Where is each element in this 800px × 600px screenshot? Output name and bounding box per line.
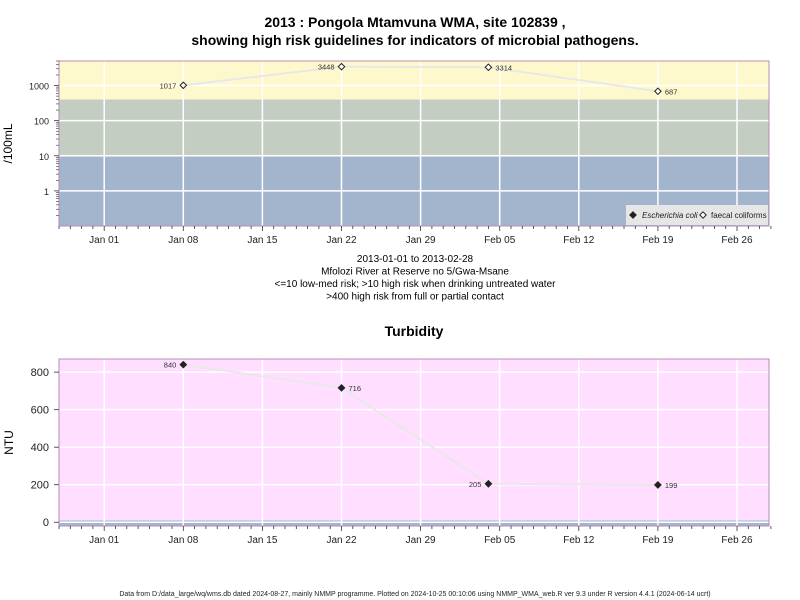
legend-label-ecoli: Escherichia coli	[642, 211, 698, 220]
y-tick-label: 10	[39, 152, 49, 162]
turbidity-panel: Turbidity Jan 01 Jan 08 Jan 15 Jan 22 Jan 29 F…	[2, 323, 772, 546]
x-tick-label: Jan 15	[247, 535, 277, 546]
x-tick-label: Jan 22	[326, 235, 356, 246]
y-tick-label: 100	[34, 117, 49, 127]
data-point	[337, 62, 346, 71]
data-label: 716	[349, 384, 362, 393]
legend: Escherichia coli faecal coliforms	[626, 205, 768, 225]
y-axis-label: NTU	[2, 430, 16, 455]
panel-caption-line: Mfolozi River at Reserve no 5/Gwa-Msane	[321, 267, 509, 278]
x-tick-label: Jan 01	[89, 535, 119, 546]
x-tick-label: Jan 15	[247, 235, 277, 246]
chart-title-line2: showing high risk guidelines for indicat…	[191, 32, 638, 48]
y-tick-label: 200	[31, 480, 49, 492]
x-tick-label: Feb 05	[484, 235, 516, 246]
x-tick-label: Feb 12	[563, 535, 595, 546]
y-tick-label: 0	[43, 517, 49, 529]
x-tick-label: Feb 26	[721, 535, 753, 546]
panel-caption-line: 2013-01-01 to 2013-02-28	[357, 254, 474, 265]
x-tick-label: Feb 19	[642, 235, 674, 246]
legend-marker-faecal	[699, 211, 707, 219]
legend-label-faecal: faecal coliforms	[711, 211, 767, 220]
plot-frame	[58, 358, 770, 527]
x-tick-label: Jan 01	[89, 235, 119, 246]
background-band-pink	[59, 359, 769, 521]
x-tick-label: Jan 08	[168, 235, 198, 246]
data-label: 1017	[160, 81, 177, 90]
x-tick-label: Feb 19	[642, 535, 674, 546]
y-tick-label: 1000	[29, 82, 49, 92]
data-label: 3448	[318, 63, 335, 72]
data-label: 687	[665, 87, 678, 96]
x-tick-label: Feb 26	[721, 235, 753, 246]
plot-frame	[58, 60, 770, 227]
x-tick-label: Jan 29	[406, 535, 436, 546]
microbial-panel: Jan 01 Jan 08 Jan 15 Jan 22 Jan 29 Feb 05 Feb …	[1, 60, 772, 303]
data-label: 205	[469, 480, 482, 489]
chart-title-line1: 2013 : Pongola Mtamvuna WMA, site 102839…	[264, 14, 565, 30]
data-point	[653, 87, 662, 96]
x-tick-label: Feb 05	[484, 535, 516, 546]
y-tick-label: 1	[44, 187, 49, 197]
data-label: 3314	[495, 63, 512, 72]
background-band-blue	[59, 520, 769, 526]
legend-box	[626, 205, 768, 225]
x-tick-label: Jan 22	[326, 535, 356, 546]
data-point	[653, 480, 662, 489]
data-point	[337, 383, 346, 392]
turbidity-title: Turbidity	[385, 323, 444, 339]
y-tick-label: 600	[31, 405, 49, 417]
y-tick-label: 400	[31, 442, 49, 454]
data-label: 840	[164, 361, 177, 370]
panel-caption-line: >400 high risk from full or partial cont…	[326, 292, 504, 303]
y-tick-label: 800	[31, 367, 49, 379]
panel-caption-line: <=10 low-med risk; >10 high risk when dr…	[275, 279, 557, 290]
legend-marker-ecoli	[629, 211, 637, 219]
data-point	[179, 81, 188, 90]
footer-text: Data from D:/data_large/wq/wms.db dated …	[119, 591, 710, 598]
series-line	[183, 65, 659, 93]
data-point	[179, 360, 188, 369]
x-tick-label: Jan 29	[406, 235, 436, 246]
y-axis-label: /100mL	[1, 123, 15, 163]
data-point	[484, 63, 493, 72]
background-band-green	[59, 99, 769, 156]
data-label: 199	[665, 481, 678, 490]
x-tick-label: Jan 08	[168, 535, 198, 546]
x-tick-label: Feb 12	[563, 235, 595, 246]
series-line	[183, 363, 658, 486]
data-point	[484, 479, 493, 488]
